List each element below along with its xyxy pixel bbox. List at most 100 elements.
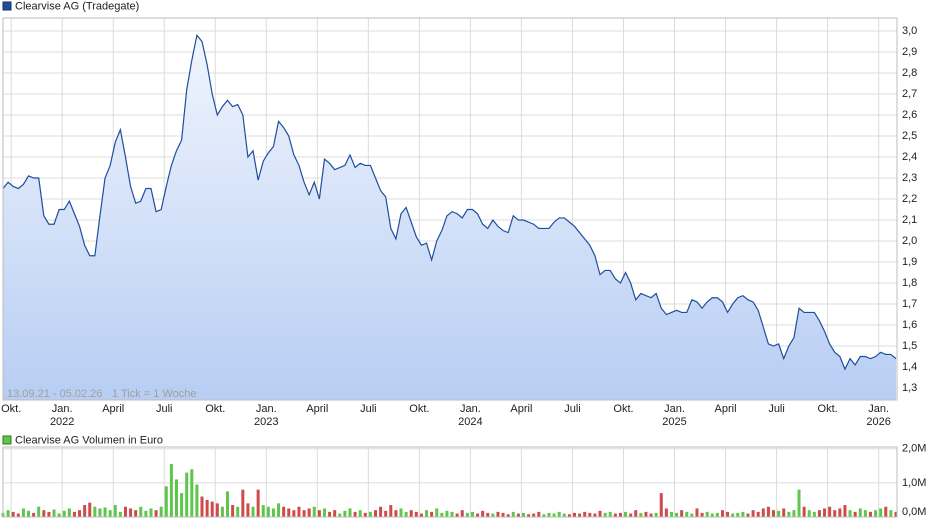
volume-bar [578, 513, 582, 517]
x-tick-label: April [102, 403, 124, 415]
volume-bar [624, 511, 628, 517]
volume-bar [394, 510, 398, 517]
marks [1, 33, 898, 517]
volume-bar [542, 514, 546, 517]
x-year-label: 2025 [662, 416, 686, 428]
volume-bar [562, 513, 566, 517]
volume-bar [353, 511, 357, 517]
y-tick-label: 1,6 [902, 319, 917, 331]
volume-bar [103, 507, 107, 517]
y-tick-label: 1,3 [902, 382, 917, 394]
volume-bar [868, 511, 872, 517]
volume-bar [333, 510, 337, 517]
volume-bar [537, 511, 541, 517]
x-tick-label: Juli [768, 403, 785, 415]
volume-bar [261, 505, 265, 517]
volume-bar [251, 506, 255, 517]
volume-bar [210, 501, 214, 517]
volume-bar [593, 513, 597, 517]
volume-bar [419, 513, 423, 517]
volume-bar [720, 510, 724, 517]
x-year-label: 2023 [254, 416, 278, 428]
tick-note: 1 Tick = 1 Woche [112, 388, 196, 400]
volume-bar [486, 512, 490, 517]
volume-bar [414, 511, 418, 517]
volume-bar [761, 508, 765, 517]
y-tick-label: 1,8 [902, 277, 917, 289]
volume-bar [527, 514, 531, 517]
volume-bar [32, 512, 36, 517]
volume-bar [823, 508, 827, 517]
volume-bar [78, 510, 82, 517]
x-tick-label: Okt. [818, 403, 838, 415]
volume-bar [399, 508, 403, 517]
volume-bar [144, 510, 148, 517]
volume-bar [470, 511, 474, 517]
volume-bar [455, 513, 459, 517]
volume-bar [588, 512, 592, 517]
volume-bar [27, 510, 31, 517]
volume-bar [848, 510, 852, 517]
volume-bar [547, 512, 551, 517]
volume-bar [190, 469, 194, 517]
volume-bar [425, 510, 429, 517]
volume-bar [72, 511, 76, 517]
y2-tick-label: 1,0M [902, 477, 926, 489]
volume-bar [705, 511, 709, 517]
y-tick-label: 1,7 [902, 298, 917, 310]
y-tick-label: 2,8 [902, 67, 917, 79]
volume-bar [200, 496, 204, 517]
volume-bar [772, 510, 776, 517]
volume-bar [149, 508, 153, 517]
volume-plot-frame [2, 446, 898, 518]
volume-bar [435, 508, 439, 517]
volume-bar [317, 510, 321, 517]
volume-bar [777, 510, 781, 517]
volume-bar [644, 511, 648, 517]
volume-bar [521, 512, 525, 517]
volume-bar [338, 513, 342, 517]
y-tick-label: 1,4 [902, 361, 917, 373]
x-tick-label: April [306, 403, 328, 415]
y2-tick-label: 2,0M [902, 443, 926, 455]
volume-bar [348, 508, 352, 517]
volume-bar [807, 510, 811, 517]
volume-bar [37, 506, 41, 517]
volume-bar [139, 506, 143, 517]
y-tick-label: 1,9 [902, 256, 917, 268]
y-tick-label: 2,2 [902, 193, 917, 205]
volume-bar [379, 506, 383, 517]
x-tick-label: Juli [564, 403, 581, 415]
volume-bar [894, 511, 898, 517]
volume-bar [98, 508, 102, 517]
volume-bar [430, 511, 434, 517]
volume-bar [282, 506, 286, 517]
volume-bar [853, 511, 857, 517]
volume-bar [57, 513, 61, 517]
x-year-label: 2024 [458, 416, 482, 428]
volume-bar [277, 503, 281, 517]
volume-bar [675, 512, 679, 517]
volume-bar [246, 503, 250, 517]
volume-bar [792, 510, 796, 517]
volume-bar [241, 489, 245, 517]
volume-bar [532, 513, 536, 517]
volume-bar [874, 510, 878, 517]
volume-bar [863, 510, 867, 517]
y-tick-label: 1,5 [902, 340, 917, 352]
volume-bar [731, 513, 735, 517]
volume-bar [226, 491, 230, 517]
volume-bar [879, 508, 883, 517]
price-plot-frame [2, 17, 898, 401]
volume-bar [52, 509, 56, 517]
volume-bar [129, 508, 133, 517]
volume-bar [567, 514, 571, 517]
volume-bar [205, 499, 209, 517]
volume-bar [766, 506, 770, 517]
volume-bar [159, 506, 163, 517]
volume-bar [715, 512, 719, 517]
legend-label: Clearvise AG Volumen in Euro [15, 434, 163, 446]
volume-bar [11, 511, 15, 517]
x-tick-label: Okt. [205, 403, 225, 415]
volume-bar [409, 510, 413, 517]
